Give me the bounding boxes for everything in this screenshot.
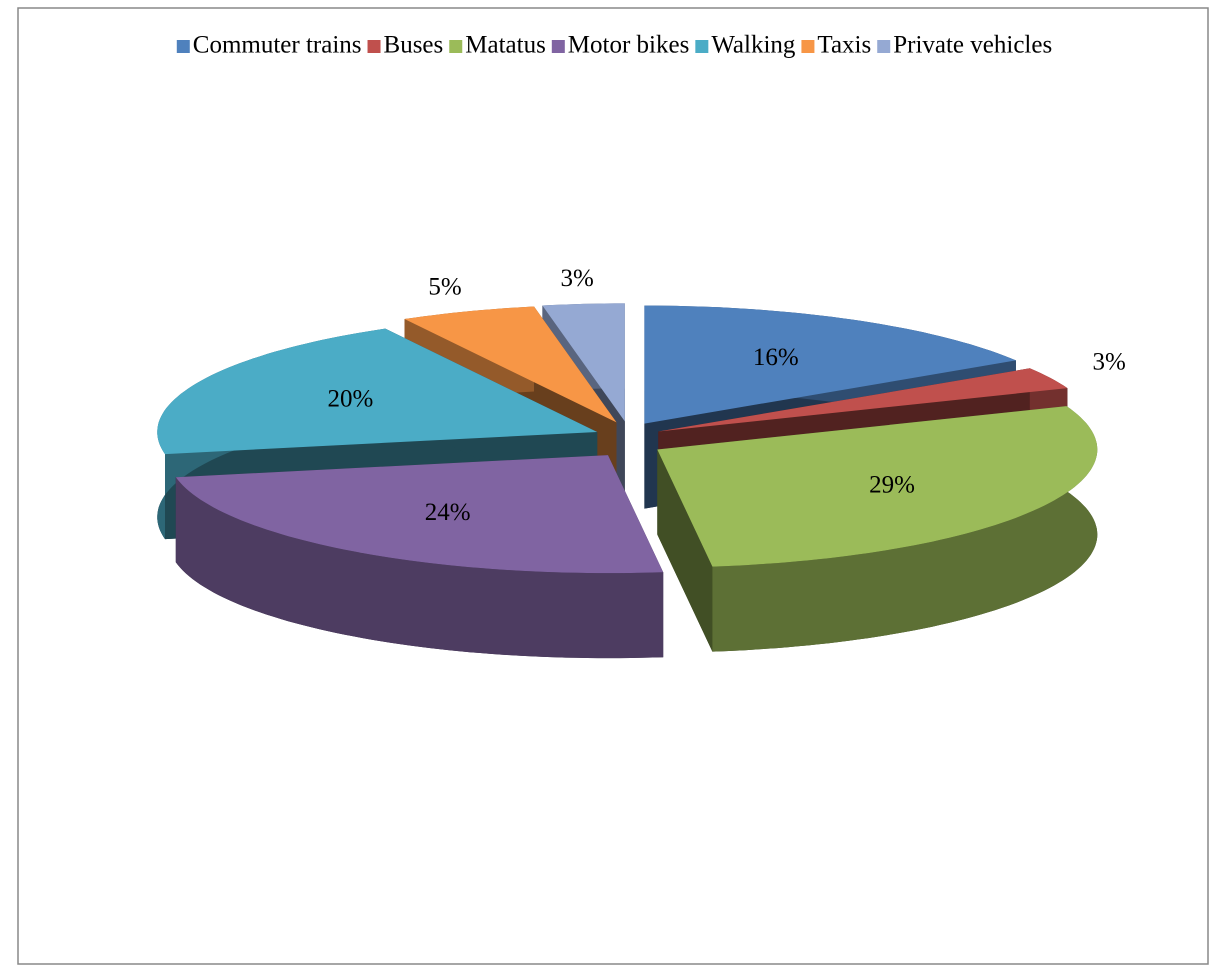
data-label: 16% xyxy=(753,344,799,371)
legend-swatch xyxy=(176,40,190,53)
data-label: 5% xyxy=(428,273,461,300)
slice-top xyxy=(658,368,1068,432)
legend-swatch xyxy=(801,40,815,53)
slice-top xyxy=(175,455,664,574)
slice-wall xyxy=(712,406,1098,652)
data-label: 3% xyxy=(561,265,594,292)
slice-wall xyxy=(175,477,664,659)
legend-label: Walking xyxy=(711,32,796,59)
legend-label: Buses xyxy=(384,32,444,59)
legend-label: Commuter trains xyxy=(193,32,362,59)
legend-label: Motor bikes xyxy=(568,32,690,59)
legend-swatch xyxy=(551,40,565,53)
data-label: 29% xyxy=(869,471,915,498)
data-label: 3% xyxy=(1092,349,1125,376)
data-label: 20% xyxy=(327,386,373,413)
legend-swatch xyxy=(877,40,891,53)
slice-top xyxy=(542,303,625,422)
legend-swatch xyxy=(449,40,463,53)
pie: 16% 3% 29% 24% 20% 5% 3% xyxy=(157,265,1126,659)
legend-label: Private vehicles xyxy=(893,32,1052,59)
legend-swatch xyxy=(367,40,381,53)
legend-label: Matatus xyxy=(465,32,546,59)
slice-side xyxy=(657,449,713,652)
data-label: 24% xyxy=(425,499,471,526)
slice-top xyxy=(644,305,1016,424)
legend: Commuter trains Buses Matatus Motor bikes Wa… xyxy=(176,32,1052,59)
slice-top xyxy=(157,328,598,455)
legend-label: Taxis xyxy=(817,32,871,59)
slice-top xyxy=(657,406,1098,567)
legend-swatch xyxy=(695,40,709,53)
slice-top xyxy=(404,306,617,423)
